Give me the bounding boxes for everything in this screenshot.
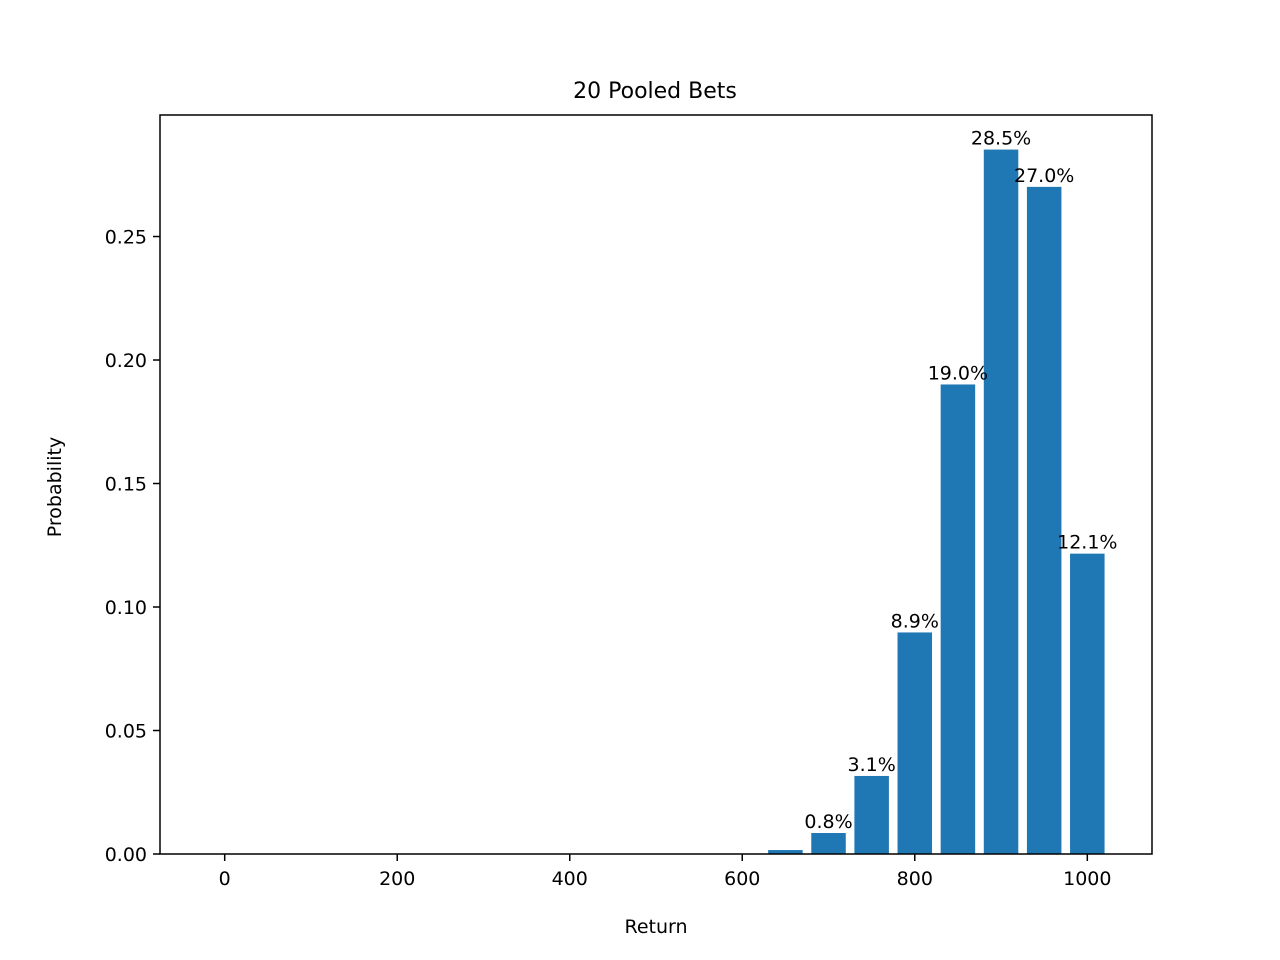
bar-labels-group: 0.8% 3.1% 8.9% 19.0% 28.5% 27.0% 12.1% (804, 128, 1117, 833)
bar-value-label: 27.0% (1014, 165, 1074, 187)
y-tick-label: 0.10 (105, 597, 147, 619)
x-tick-label: 1000 (1063, 868, 1111, 890)
bar-value-label: 19.0% (928, 362, 988, 384)
bar-value-label: 12.1% (1057, 532, 1117, 554)
x-tick-label: 0 (219, 868, 231, 890)
chart-title: 20 Pooled Bets (573, 79, 737, 104)
y-tick-label: 0.15 (105, 474, 147, 496)
bar-value-label: 0.8% (804, 811, 852, 833)
bar-value-label: 3.1% (848, 754, 896, 776)
bar-1000 (1070, 553, 1105, 854)
y-axis: 0.00 0.05 0.10 0.15 0.20 0.25 (105, 227, 160, 866)
x-tick-label: 800 (897, 868, 933, 890)
bar-700 (811, 833, 846, 854)
bar-value-label: 8.9% (891, 610, 939, 632)
y-tick-label: 0.20 (105, 350, 147, 372)
plot-frame (159, 114, 1153, 855)
y-tick-label: 0.25 (105, 227, 147, 249)
y-axis-label: Probability (44, 437, 66, 537)
x-tick-label: 600 (724, 868, 760, 890)
x-tick-label: 200 (379, 868, 415, 890)
y-tick-label: 0.05 (105, 721, 147, 743)
y-tick-label: 0.00 (105, 844, 147, 866)
bar-800 (897, 632, 933, 854)
bar-750 (854, 775, 889, 854)
bar-950 (1026, 186, 1062, 855)
bar-900 (983, 149, 1019, 855)
bar-value-label: 28.5% (971, 128, 1031, 150)
bars-group (768, 149, 1105, 855)
x-axis-label: Return (624, 916, 687, 938)
x-axis: 0 200 400 600 800 1000 (219, 854, 1111, 890)
bar-850 (940, 384, 976, 854)
bar-650 (768, 850, 803, 854)
x-tick-label: 400 (552, 868, 588, 890)
